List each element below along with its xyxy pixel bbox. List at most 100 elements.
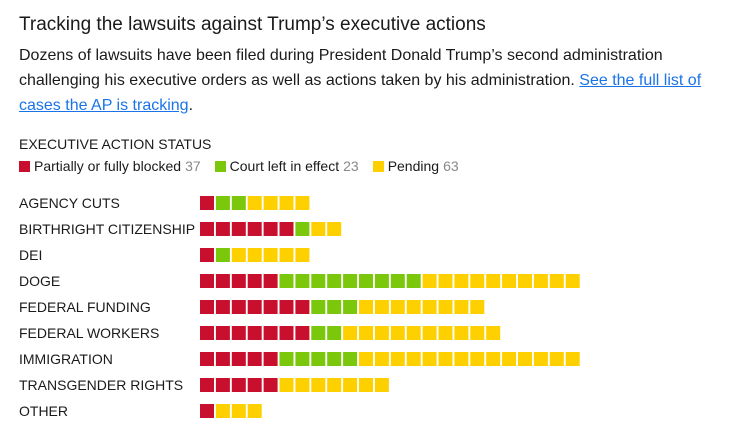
unit-square-federal-workers-pending	[486, 326, 501, 340]
unit-square-federal-workers-pending	[454, 326, 469, 340]
legend-label-in-effect: Court left in effect	[229, 158, 340, 174]
unit-square-dei-partially-or-fully-blocked	[200, 248, 214, 262]
unit-square-transgender-rights-pending	[343, 378, 358, 392]
unit-square-other-pending	[231, 404, 246, 418]
unit-square-doge-pending	[438, 274, 453, 288]
legend-swatch-pending	[372, 160, 384, 172]
unit-square-doge-court-left-in-effect	[374, 274, 389, 288]
full-list-link[interactable]: See the full list of cases the AP is tra…	[19, 72, 702, 114]
unit-square-dei-court-left-in-effect	[215, 248, 230, 262]
unit-square-federal-funding-partially-or-fully-blocked	[295, 300, 310, 314]
unit-square-federal-funding-pending	[390, 300, 405, 314]
unit-square-federal-funding-partially-or-fully-blocked	[231, 300, 246, 314]
legend-count-in-effect: 23	[343, 158, 359, 174]
chart-subtitle: Dozens of lawsuits have been filed durin…	[19, 43, 719, 118]
unit-square-federal-workers-pending	[359, 326, 373, 340]
unit-square-federal-funding-pending	[438, 300, 453, 314]
unit-square-federal-workers-court-left-in-effect	[311, 326, 326, 340]
row-label-doge: DOGE	[19, 273, 60, 289]
unit-square-immigration-pending	[422, 352, 437, 366]
unit-square-immigration-court-left-in-effect	[279, 352, 294, 366]
unit-square-federal-funding-partially-or-fully-blocked	[279, 300, 294, 314]
legend-swatch-blocked	[19, 160, 30, 172]
row-label-transgender-rights: TRANSGENDER RIGHTS	[19, 377, 183, 393]
unit-square-transgender-rights-partially-or-fully-blocked	[263, 378, 278, 392]
unit-square-federal-workers-court-left-in-effect	[327, 326, 342, 340]
unit-square-dei-pending	[231, 248, 246, 262]
unit-square-immigration-partially-or-fully-blocked	[200, 352, 214, 366]
subtitle-period: .	[188, 97, 194, 114]
unit-square-birthright-citizenship-partially-or-fully-blocked	[279, 222, 294, 236]
row-label-dei: DEI	[19, 247, 42, 263]
unit-square-doge-pending	[470, 274, 485, 288]
unit-square-federal-funding-pending	[406, 300, 421, 314]
unit-square-doge-partially-or-fully-blocked	[200, 274, 214, 288]
legend-item-in-effect: Court left in effect 23	[214, 157, 359, 175]
unit-square-doge-pending	[422, 274, 437, 288]
unit-square-doge-court-left-in-effect	[343, 274, 358, 288]
unit-square-federal-funding-court-left-in-effect	[327, 300, 342, 314]
unit-square-doge-pending	[502, 274, 517, 288]
unit-square-immigration-court-left-in-effect	[295, 352, 310, 366]
unit-square-agency-cuts-pending	[279, 196, 294, 210]
unit-square-dei-pending	[247, 248, 262, 262]
unit-square-immigration-court-left-in-effect	[343, 352, 358, 366]
unit-square-agency-cuts-partially-or-fully-blocked	[200, 196, 214, 210]
unit-square-immigration-pending	[549, 352, 564, 366]
unit-square-doge-pending	[565, 274, 580, 288]
unit-square-federal-funding-pending	[422, 300, 437, 314]
unit-square-doge-court-left-in-effect	[327, 274, 342, 288]
legend-count-pending: 63	[443, 158, 459, 174]
unit-square-doge-partially-or-fully-blocked	[231, 274, 246, 288]
unit-square-federal-funding-partially-or-fully-blocked	[263, 300, 278, 314]
unit-square-doge-pending	[454, 274, 469, 288]
unit-square-birthright-citizenship-pending	[311, 222, 326, 236]
chart-title: Tracking the lawsuits against Trump’s ex…	[19, 14, 486, 35]
unit-square-doge-pending	[549, 274, 564, 288]
unit-square-federal-funding-pending	[359, 300, 373, 314]
unit-square-birthright-citizenship-partially-or-fully-blocked	[200, 222, 214, 236]
unit-square-agency-cuts-court-left-in-effect	[215, 196, 230, 210]
unit-square-federal-funding-partially-or-fully-blocked	[247, 300, 262, 314]
unit-square-immigration-pending	[454, 352, 469, 366]
unit-square-federal-workers-partially-or-fully-blocked	[279, 326, 294, 340]
unit-square-transgender-rights-pending	[279, 378, 294, 392]
unit-square-federal-workers-pending	[390, 326, 405, 340]
unit-square-immigration-pending	[565, 352, 580, 366]
unit-square-doge-court-left-in-effect	[390, 274, 405, 288]
legend-count-blocked: 37	[185, 158, 201, 174]
unit-square-immigration-partially-or-fully-blocked	[215, 352, 230, 366]
unit-square-federal-funding-court-left-in-effect	[311, 300, 326, 314]
unit-square-doge-court-left-in-effect	[311, 274, 326, 288]
unit-square-immigration-pending	[438, 352, 453, 366]
unit-square-agency-cuts-pending	[247, 196, 262, 210]
unit-square-federal-funding-pending	[454, 300, 469, 314]
row-label-federal-workers: FEDERAL WORKERS	[19, 325, 159, 341]
unit-square-doge-pending	[533, 274, 548, 288]
unit-square-federal-workers-partially-or-fully-blocked	[200, 326, 214, 340]
unit-square-federal-workers-pending	[470, 326, 485, 340]
unit-square-doge-partially-or-fully-blocked	[263, 274, 278, 288]
row-label-immigration: IMMIGRATION	[19, 351, 113, 367]
unit-square-transgender-rights-partially-or-fully-blocked	[247, 378, 262, 392]
legend-swatch-in-effect	[214, 160, 226, 172]
unit-square-doge-pending	[486, 274, 501, 288]
unit-square-transgender-rights-pending	[374, 378, 389, 392]
unit-square-agency-cuts-court-left-in-effect	[231, 196, 246, 210]
subtitle-text: Dozens of lawsuits have been filed durin…	[19, 47, 663, 89]
unit-square-immigration-pending	[374, 352, 389, 366]
unit-square-immigration-pending	[470, 352, 485, 366]
unit-square-doge-partially-or-fully-blocked	[215, 274, 230, 288]
unit-square-federal-workers-partially-or-fully-blocked	[295, 326, 310, 340]
unit-square-immigration-pending	[518, 352, 532, 366]
unit-square-transgender-rights-pending	[359, 378, 373, 392]
legend-item-blocked: Partially or fully blocked 37	[19, 157, 201, 175]
unit-square-transgender-rights-partially-or-fully-blocked	[231, 378, 246, 392]
unit-square-birthright-citizenship-partially-or-fully-blocked	[263, 222, 278, 236]
unit-square-federal-workers-pending	[438, 326, 453, 340]
unit-square-federal-workers-pending	[343, 326, 358, 340]
unit-square-immigration-pending	[533, 352, 548, 366]
unit-square-immigration-partially-or-fully-blocked	[231, 352, 246, 366]
unit-square-federal-funding-partially-or-fully-blocked	[200, 300, 214, 314]
